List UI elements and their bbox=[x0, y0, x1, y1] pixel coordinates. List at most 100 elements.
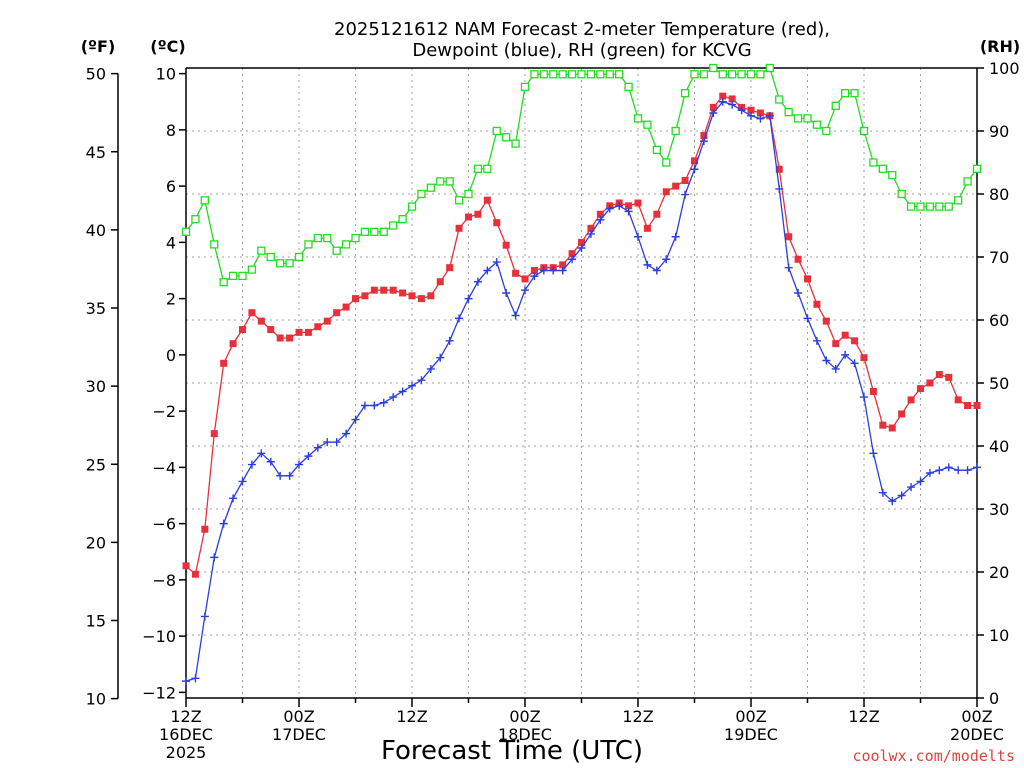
dewpoint-point bbox=[954, 466, 963, 475]
dewpoint-point bbox=[502, 289, 511, 297]
temperature-point bbox=[917, 385, 924, 393]
dewpoint-point bbox=[332, 438, 341, 447]
rh-point bbox=[841, 89, 850, 98]
rh-point bbox=[680, 89, 690, 98]
rh-point bbox=[200, 196, 209, 205]
dewpoint-point bbox=[935, 466, 944, 475]
temperature-point bbox=[653, 210, 661, 218]
temperature-point bbox=[813, 300, 821, 308]
celsius-tick-label: −10 bbox=[142, 627, 176, 646]
rh-point bbox=[285, 259, 294, 268]
rh-point bbox=[492, 126, 501, 136]
dewpoint-point bbox=[737, 106, 746, 115]
fahrenheit-tick-label: 25 bbox=[86, 455, 106, 474]
x-tick-label: 2025 bbox=[166, 743, 207, 762]
rh-point bbox=[784, 107, 793, 117]
rh-point bbox=[643, 120, 652, 129]
rh-point bbox=[473, 164, 483, 173]
dewpoint-point bbox=[728, 100, 737, 109]
rh-point bbox=[859, 126, 869, 136]
dewpoint-point bbox=[831, 364, 840, 373]
dewpoint-point bbox=[304, 452, 313, 461]
temperature-point bbox=[832, 340, 840, 348]
dewpoint-point bbox=[803, 314, 812, 323]
rh-tick-label: 60 bbox=[989, 311, 1009, 330]
dewpoint-point bbox=[558, 266, 567, 275]
rh-tick-label: 80 bbox=[989, 185, 1009, 204]
dewpoint-point bbox=[182, 677, 190, 686]
temperature-point bbox=[964, 402, 972, 409]
dewpoint-point bbox=[351, 415, 360, 424]
series-rh bbox=[181, 63, 982, 287]
x-tick-label: 17DEC bbox=[272, 725, 326, 744]
temperature-point bbox=[785, 233, 793, 241]
dewpoint-point bbox=[615, 201, 624, 210]
dewpoint-point bbox=[200, 612, 209, 621]
rh-point bbox=[925, 202, 935, 211]
dewpoint-point bbox=[266, 457, 275, 466]
dewpoint-point bbox=[455, 314, 464, 323]
rh-point bbox=[228, 271, 238, 281]
rh-point bbox=[586, 70, 596, 79]
temperature-point bbox=[512, 269, 520, 277]
dewpoint-point bbox=[436, 353, 445, 362]
rh-point bbox=[690, 70, 699, 79]
temperature-point bbox=[719, 92, 727, 100]
dewpoint-point bbox=[408, 381, 416, 390]
rh-point bbox=[577, 70, 586, 79]
dewpoint-point bbox=[963, 466, 972, 475]
dewpoint-point bbox=[445, 336, 454, 345]
dewpoint-point bbox=[342, 429, 351, 438]
temperature-point bbox=[860, 354, 868, 362]
rh-point bbox=[662, 158, 671, 167]
celsius-tick-label: 8 bbox=[166, 121, 176, 140]
temperature-point bbox=[417, 295, 425, 303]
rh-point bbox=[341, 240, 351, 249]
temperature-point bbox=[210, 430, 218, 438]
dewpoint-point bbox=[756, 114, 765, 123]
rh-point bbox=[737, 70, 746, 79]
dewpoint-point bbox=[841, 350, 850, 359]
dewpoint-point bbox=[850, 359, 859, 368]
temperature-point bbox=[954, 396, 962, 404]
x-tick-label: 18DEC bbox=[498, 725, 552, 744]
temperature-point bbox=[530, 267, 538, 274]
dewpoint-point bbox=[295, 460, 303, 469]
rh-point bbox=[897, 189, 906, 199]
dewpoint-point bbox=[709, 109, 718, 117]
rh-point bbox=[803, 114, 812, 123]
dewpoint-point bbox=[718, 97, 727, 106]
dewpoint-point bbox=[492, 258, 501, 267]
temperature-point bbox=[502, 241, 510, 249]
dewpoint-point bbox=[276, 471, 285, 480]
temperature-point bbox=[220, 359, 228, 367]
x-tick-label: 00Z bbox=[283, 707, 314, 726]
rh-point bbox=[793, 114, 803, 123]
dewpoint-point bbox=[643, 260, 652, 269]
x-tick-label: 20DEC bbox=[950, 725, 1004, 744]
rh-point bbox=[276, 259, 285, 268]
temperature-point bbox=[333, 309, 341, 317]
rh-point bbox=[775, 95, 784, 104]
rh-unit-label: (RH) bbox=[980, 37, 1020, 56]
temperature-point bbox=[286, 334, 294, 342]
dewpoint-point bbox=[794, 289, 803, 297]
temperature-point bbox=[483, 196, 491, 204]
dewpoint-point bbox=[605, 204, 614, 213]
temperature-point bbox=[888, 424, 896, 432]
rh-point bbox=[812, 120, 822, 129]
rh-point bbox=[332, 246, 341, 255]
temperature-point bbox=[851, 337, 859, 345]
rh-point bbox=[709, 63, 718, 73]
rh-point bbox=[426, 183, 435, 192]
temperature-point bbox=[380, 286, 388, 294]
dewpoint-point bbox=[238, 477, 247, 486]
rh-point bbox=[633, 114, 643, 123]
dewpoint-point bbox=[784, 263, 793, 272]
dewpoint-point bbox=[775, 184, 784, 193]
rh-point bbox=[417, 189, 426, 199]
fahrenheit-tick-label: 35 bbox=[86, 299, 106, 318]
fahrenheit-tick-label: 30 bbox=[86, 377, 106, 396]
celsius-unit-label: (ºC) bbox=[150, 37, 185, 56]
